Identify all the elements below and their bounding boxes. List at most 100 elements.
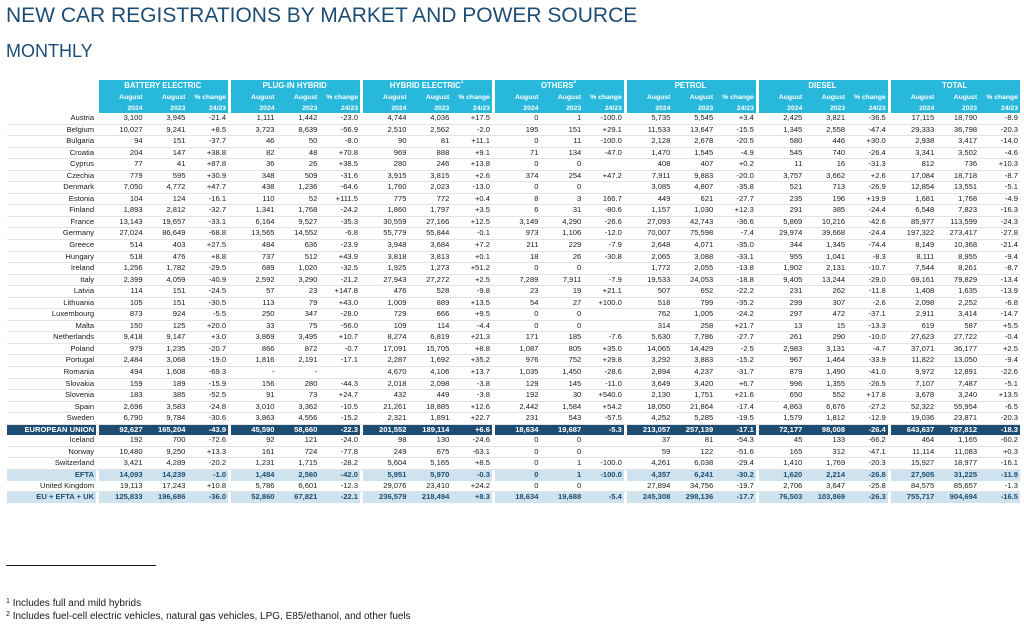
column-gap xyxy=(491,285,496,298)
pct-change-cell: +3.0 xyxy=(187,331,229,344)
value-cell: 0 xyxy=(495,446,541,459)
pct-change-cell: -25.8 xyxy=(847,480,888,493)
value-cell: 5,604 xyxy=(363,457,409,470)
eu-row: EUROPEAN UNION 92,627 165,204 -43.9 45,590 58… xyxy=(7,424,1020,436)
pct-change-cell: -37.7 xyxy=(187,135,229,148)
pct-change-cell: +13.8 xyxy=(451,158,492,171)
value-cell: 84,575 xyxy=(891,480,937,493)
value-cell: 904,694 xyxy=(936,491,980,503)
value-cell: 0 xyxy=(495,135,541,148)
value-cell: 3,818 xyxy=(363,251,409,264)
pct-change-cell: +2.6 xyxy=(451,170,492,183)
value-cell: 2,510 xyxy=(363,124,409,137)
value-cell: 1,041 xyxy=(804,251,848,264)
pct-change-cell: -5.3 xyxy=(583,424,624,436)
value-cell: 29,974 xyxy=(759,227,805,240)
value-cell: 15 xyxy=(804,320,848,333)
value-cell: 27,024 xyxy=(99,227,145,240)
value-cell: 235 xyxy=(759,193,805,206)
value-cell: 109 xyxy=(363,320,409,333)
value-cell: 507 xyxy=(627,285,673,298)
column-gap xyxy=(491,343,496,356)
column-subheader: August xyxy=(672,92,716,104)
value-cell: 1 xyxy=(540,113,584,125)
value-cell: 494 xyxy=(99,366,145,379)
value-cell: 650 xyxy=(759,389,805,402)
pct-change-cell: -43.9 xyxy=(187,424,229,436)
value-cell: 0 xyxy=(540,446,584,459)
column-gap xyxy=(887,239,892,252)
column-subheader: August xyxy=(231,92,277,104)
pct-change-cell: -6.8 xyxy=(979,297,1020,310)
pct-change-cell: -33.9 xyxy=(847,354,888,368)
value-cell: 192 xyxy=(495,389,541,402)
value-cell: 1,235 xyxy=(144,343,188,356)
pct-change-cell: -51.6 xyxy=(715,446,756,459)
column-gap xyxy=(887,389,892,402)
pct-change-cell: +38.8 xyxy=(187,147,229,160)
column-gap xyxy=(359,204,364,217)
value-cell: 1,620 xyxy=(759,469,805,481)
value-cell: 1,860 xyxy=(363,204,409,217)
value-cell: 4,071 xyxy=(672,239,716,252)
value-cell: 261 xyxy=(759,331,805,344)
column-gap xyxy=(491,424,496,436)
value-cell: 18,634 xyxy=(495,491,541,503)
column-gap xyxy=(359,401,364,414)
value-cell: 17,084 xyxy=(891,170,937,183)
column-subheader: 24/23 xyxy=(583,104,624,113)
pct-change-cell: -22.3 xyxy=(319,424,360,436)
value-cell: 595 xyxy=(144,170,188,183)
value-cell: 775 xyxy=(363,193,409,206)
column-gap xyxy=(96,320,100,333)
value-cell: 37,071 xyxy=(891,343,937,356)
pct-change-cell: -13.9 xyxy=(979,285,1020,298)
column-gap xyxy=(623,80,628,113)
value-cell: 1,470 xyxy=(627,147,673,160)
value-cell: 218,494 xyxy=(408,491,452,503)
value-cell: 9,250 xyxy=(144,446,188,459)
value-cell: 0 xyxy=(495,320,541,333)
pct-change-cell: +8.8 xyxy=(187,251,229,264)
value-cell: 246 xyxy=(408,158,452,171)
column-gap xyxy=(359,251,364,264)
value-cell: - xyxy=(231,366,277,379)
value-cell: 5,630 xyxy=(627,331,673,344)
value-cell: 27,623 xyxy=(891,331,937,344)
column-gap xyxy=(755,331,760,344)
column-gap xyxy=(887,285,892,298)
value-cell: 1,812 xyxy=(804,412,848,425)
value-cell: 11,822 xyxy=(891,354,937,368)
value-cell: 1,256 xyxy=(99,262,145,275)
value-cell: 75,598 xyxy=(672,227,716,240)
value-cell: 385 xyxy=(804,204,848,217)
value-cell: 3,417 xyxy=(936,135,980,148)
table-row: Hungary 518 476 +8.8 737 512 +43.9 3,818 3,813 +0… xyxy=(7,251,1020,264)
column-gap xyxy=(755,354,760,368)
value-cell: 11,083 xyxy=(936,446,980,459)
value-cell: 2,812 xyxy=(144,204,188,217)
column-gap xyxy=(96,113,100,125)
value-cell: 3,684 xyxy=(408,239,452,252)
value-cell: 6,548 xyxy=(891,204,937,217)
row-label: Slovakia xyxy=(7,378,97,391)
value-cell: 512 xyxy=(276,251,320,264)
value-cell: 110 xyxy=(231,193,277,206)
value-cell: 996 xyxy=(759,378,805,391)
value-cell: 19 xyxy=(540,285,584,298)
column-gap xyxy=(491,378,496,391)
value-cell: 3,290 xyxy=(276,274,320,287)
pct-change-cell: +0.1 xyxy=(451,251,492,264)
table-row: Spain 2,696 3,583 -24.8 3,010 3,362 -10.5 21,26… xyxy=(7,401,1020,414)
value-cell: 3,863 xyxy=(231,412,277,425)
value-cell: 432 xyxy=(363,389,409,402)
value-cell: 3,945 xyxy=(144,113,188,125)
value-cell: 3,010 xyxy=(231,401,277,414)
value-cell: 231 xyxy=(759,285,805,298)
value-cell: 34,756 xyxy=(672,480,716,493)
pct-change-cell: -26.4 xyxy=(847,424,888,436)
value-cell: 805 xyxy=(540,343,584,356)
value-cell: 1,231 xyxy=(231,457,277,470)
column-gap xyxy=(228,227,232,240)
footnote-divider xyxy=(6,565,156,566)
